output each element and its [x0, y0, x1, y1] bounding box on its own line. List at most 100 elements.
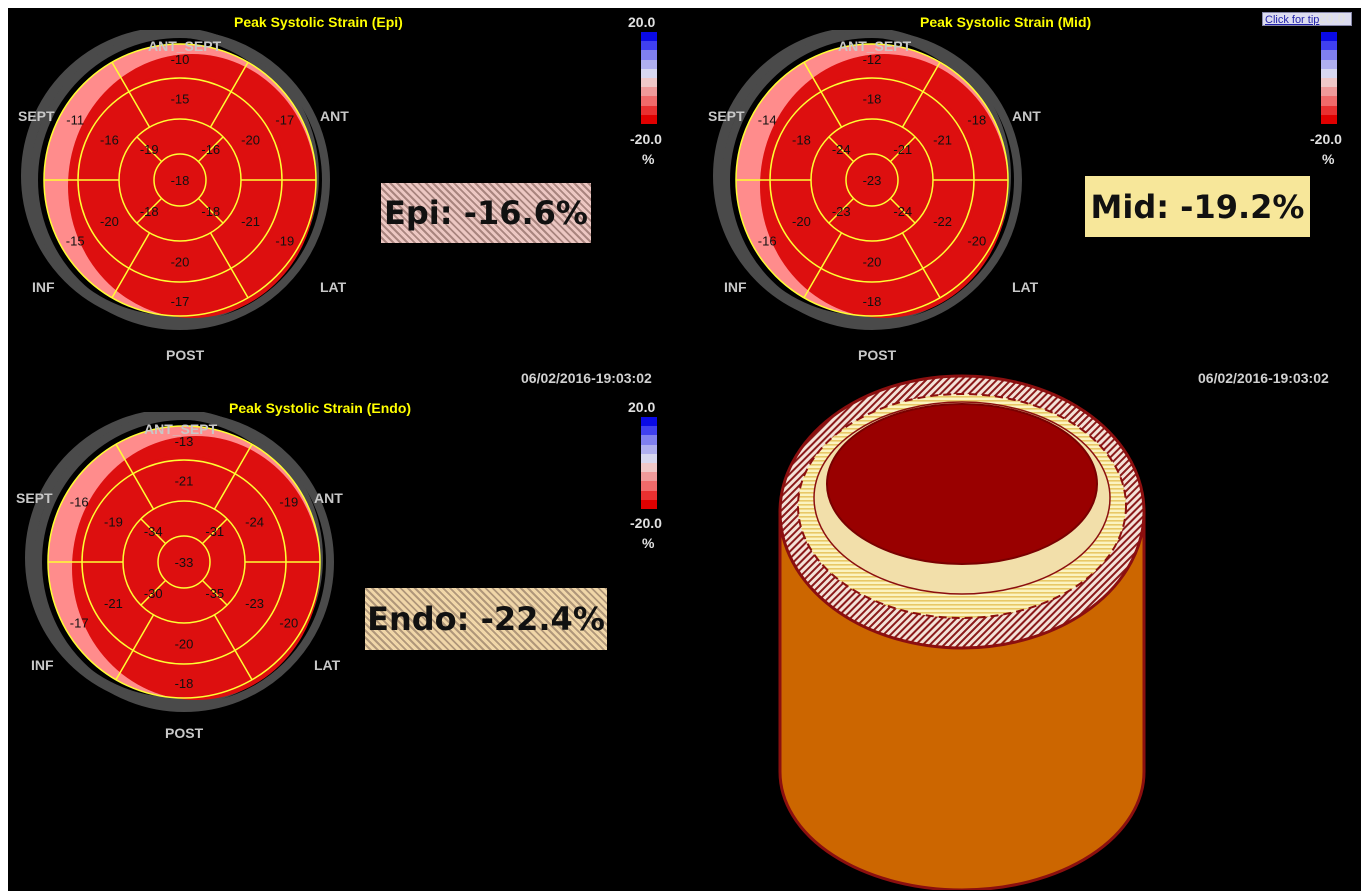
label-sept-mid: SEPT: [708, 108, 745, 124]
label-post-endo: POST: [165, 725, 204, 741]
segment-value-middle: -21: [175, 474, 194, 489]
label-lat-mid: LAT: [1012, 279, 1039, 295]
label-lat-endo: LAT: [314, 657, 341, 673]
segment-value-middle: -21: [104, 596, 123, 611]
segment-value-middle: -24: [245, 514, 264, 529]
label-ant-epi: ANT: [320, 108, 349, 124]
label-ant-sept-epi: ANT_SEPT: [148, 38, 222, 54]
segment-value-middle: -20: [100, 214, 119, 229]
segment-value-middle: -21: [241, 214, 260, 229]
cavity: [826, 403, 1098, 565]
scale-unit-epi: %: [642, 151, 655, 167]
segment-value-inner: -34: [144, 524, 163, 539]
segment-value-inner: -18: [140, 204, 159, 219]
scale-top-label-mid: 20.0: [1318, 10, 1346, 26]
color-scale-step: [641, 453, 657, 463]
segment-value-inner: -24: [832, 142, 851, 157]
segment-value-inner: -23: [832, 204, 851, 219]
segment-value-middle: -15: [171, 92, 190, 107]
segment-value-middle: -20: [175, 637, 194, 652]
segment-value-apex: -18: [171, 173, 190, 188]
color-scale-step: [1321, 68, 1337, 78]
plot-title-endo: Peak Systolic Strain (Endo): [229, 400, 412, 416]
color-scale-step: [641, 426, 657, 436]
segment-value-apex: -33: [175, 555, 194, 570]
segment-value-inner: -19: [140, 142, 159, 157]
tip-button[interactable]: Click for tip: [1262, 12, 1352, 26]
label-sept-endo: SEPT: [16, 490, 53, 506]
segment-value-middle: -22: [933, 214, 952, 229]
color-scale-step: [1321, 87, 1337, 97]
segment-value-outer: -17: [275, 113, 294, 128]
segment-value-middle: -18: [863, 92, 882, 107]
color-scale-step: [641, 32, 657, 42]
segment-value-outer: -10: [171, 52, 190, 67]
bullseye-mid: -12 -18 -20 -18 -16 -14 -18 -21 -22 -20 -20 -18 -21 -…: [713, 30, 1022, 330]
segment-value-middle: -20: [792, 214, 811, 229]
segment-value-outer: -12: [863, 52, 882, 67]
color-scale-step: [641, 490, 657, 500]
scale-bottom-label-epi: -20.0: [630, 131, 662, 147]
color-scale-step: [641, 96, 657, 106]
color-scale-step: [641, 472, 657, 482]
summary-badge-endo: Endo: -22.4%: [365, 588, 607, 650]
segment-value-outer: -20: [279, 616, 298, 631]
color-scale-step: [1321, 59, 1337, 69]
segment-value-middle: -18: [792, 132, 811, 147]
scale-bottom-label-mid: -20.0: [1310, 131, 1342, 147]
color-scale-step: [1321, 32, 1337, 42]
segment-value-outer: -19: [275, 234, 294, 249]
color-scale-step: [641, 50, 657, 60]
scale-bottom-label-endo: -20.0: [630, 515, 662, 531]
segment-value-middle: -19: [104, 514, 123, 529]
bullseye-epi: -10 -17 -19 -17 -15 -11 -15 -20 -21 -20 -20 -16 -16 -…: [21, 30, 330, 330]
segment-value-inner: -24: [893, 204, 912, 219]
color-scale-step: [1321, 114, 1337, 124]
label-post-epi: POST: [166, 347, 205, 363]
label-ant-mid: ANT: [1012, 108, 1041, 124]
segment-value-outer: -20: [967, 234, 986, 249]
summary-badge-epi: Epi: -16.6%: [381, 183, 591, 243]
scale-unit-endo: %: [642, 535, 655, 551]
segment-value-middle: -20: [863, 255, 882, 270]
segment-value-middle: -21: [933, 132, 952, 147]
timestamp-mid: 06/02/2016-19:03:02: [1198, 370, 1329, 386]
scale-top-label-endo: 20.0: [628, 399, 656, 415]
segment-value-outer: -17: [70, 616, 89, 631]
segment-value-outer: -18: [175, 676, 194, 691]
plot-title-epi: Peak Systolic Strain (Epi): [234, 14, 403, 30]
color-scale-step: [641, 87, 657, 97]
color-scale-step: [641, 59, 657, 69]
color-scale-bar-epi: [641, 32, 657, 124]
left-border: [0, 0, 8, 891]
label-lat-epi: LAT: [320, 279, 347, 295]
segment-value-inner: -16: [201, 142, 220, 157]
scale-unit-mid: %: [1322, 151, 1335, 167]
label-inf-endo: INF: [31, 657, 54, 673]
segment-value-outer: -15: [66, 234, 85, 249]
color-scale-step: [641, 77, 657, 88]
segment-value-outer: -19: [279, 495, 298, 510]
segment-value-outer: -13: [175, 434, 194, 449]
color-scale-step: [1321, 41, 1337, 51]
label-ant-endo: ANT: [314, 490, 343, 506]
scale-top-label-epi: 20.0: [628, 14, 656, 30]
color-scale-step: [1321, 105, 1337, 115]
color-scale-step: [641, 435, 657, 445]
segment-value-outer: -16: [758, 234, 777, 249]
color-scale-step: [641, 417, 657, 427]
plot-title-mid: Peak Systolic Strain (Mid): [920, 14, 1092, 30]
color-scale-bar-mid: [1321, 32, 1337, 124]
myocardium-layer-cylinder: [778, 374, 1146, 890]
segment-value-outer: -14: [758, 113, 777, 128]
segment-value-outer: -18: [967, 113, 986, 128]
label-ant-sept-mid: ANT_SEPT: [838, 38, 912, 54]
color-scale-step: [641, 499, 657, 509]
segment-value-outer: -16: [70, 495, 89, 510]
label-post-mid: POST: [858, 347, 897, 363]
segment-value-inner: -35: [205, 586, 224, 601]
segment-value-inner: -21: [893, 142, 912, 157]
segment-value-inner: -18: [201, 204, 220, 219]
segment-value-outer: -11: [66, 113, 84, 128]
